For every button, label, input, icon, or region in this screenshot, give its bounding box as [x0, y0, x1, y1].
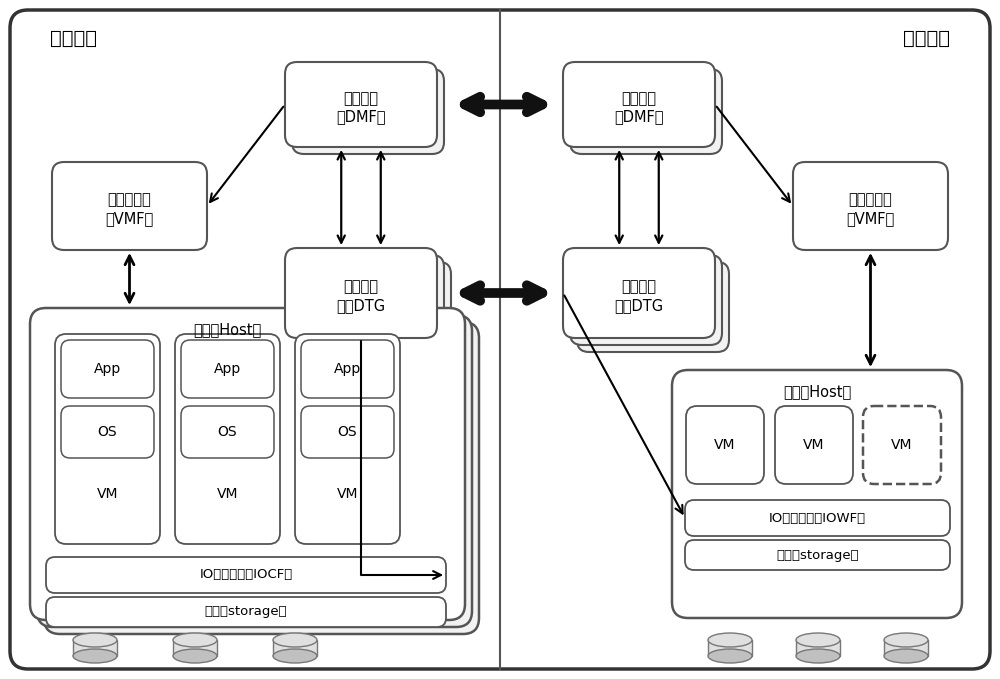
- Text: IO写入功能（IOWF）: IO写入功能（IOWF）: [769, 511, 866, 524]
- Text: 第一站点: 第一站点: [50, 29, 97, 48]
- Text: VM: VM: [337, 487, 358, 501]
- Ellipse shape: [73, 633, 117, 647]
- Bar: [73, 640, 117, 656]
- Ellipse shape: [273, 649, 317, 663]
- FancyBboxPatch shape: [686, 406, 764, 484]
- Text: OS: OS: [218, 425, 237, 439]
- Text: 虚拟化管理
（VMF）: 虚拟化管理 （VMF）: [105, 192, 154, 226]
- Text: VM: VM: [891, 438, 913, 452]
- Ellipse shape: [173, 649, 217, 663]
- FancyBboxPatch shape: [793, 162, 948, 250]
- Text: 虚拟化管理
（VMF）: 虚拟化管理 （VMF）: [846, 192, 895, 226]
- Text: 容灾管理
（DMF）: 容灾管理 （DMF）: [614, 91, 664, 124]
- FancyBboxPatch shape: [52, 162, 207, 250]
- FancyBboxPatch shape: [563, 62, 715, 147]
- FancyBboxPatch shape: [175, 334, 280, 544]
- Bar: [273, 640, 317, 656]
- FancyBboxPatch shape: [299, 262, 451, 352]
- FancyBboxPatch shape: [685, 540, 950, 570]
- Ellipse shape: [708, 649, 752, 663]
- Bar: [884, 640, 928, 656]
- Text: VM: VM: [97, 487, 118, 501]
- Ellipse shape: [173, 633, 217, 647]
- FancyBboxPatch shape: [10, 10, 990, 669]
- Text: IO复制功能（IOCF）: IO复制功能（IOCF）: [199, 568, 293, 581]
- Text: App: App: [94, 362, 121, 376]
- FancyBboxPatch shape: [301, 406, 394, 458]
- Text: OS: OS: [338, 425, 357, 439]
- FancyBboxPatch shape: [285, 248, 437, 338]
- FancyBboxPatch shape: [44, 322, 479, 634]
- Ellipse shape: [796, 633, 840, 647]
- FancyBboxPatch shape: [570, 69, 722, 154]
- FancyBboxPatch shape: [46, 597, 446, 627]
- FancyBboxPatch shape: [285, 62, 437, 147]
- FancyBboxPatch shape: [301, 340, 394, 398]
- Ellipse shape: [273, 633, 317, 647]
- FancyBboxPatch shape: [181, 406, 274, 458]
- FancyBboxPatch shape: [55, 334, 160, 544]
- Bar: [173, 640, 217, 656]
- FancyBboxPatch shape: [292, 255, 444, 345]
- FancyBboxPatch shape: [61, 340, 154, 398]
- Ellipse shape: [884, 633, 928, 647]
- Text: 数据转发
网关DTG: 数据转发 网关DTG: [336, 279, 386, 313]
- Ellipse shape: [708, 633, 752, 647]
- Text: App: App: [334, 362, 361, 376]
- FancyBboxPatch shape: [181, 340, 274, 398]
- Text: 主机（Host）: 主机（Host）: [783, 384, 851, 399]
- FancyBboxPatch shape: [577, 262, 729, 352]
- Text: VM: VM: [217, 487, 238, 501]
- FancyBboxPatch shape: [685, 500, 950, 536]
- Bar: [708, 640, 752, 656]
- FancyBboxPatch shape: [672, 370, 962, 618]
- FancyBboxPatch shape: [292, 69, 444, 154]
- Ellipse shape: [884, 649, 928, 663]
- FancyBboxPatch shape: [570, 255, 722, 345]
- Text: VM: VM: [803, 438, 825, 452]
- FancyBboxPatch shape: [563, 248, 715, 338]
- Text: VM: VM: [714, 438, 736, 452]
- Text: App: App: [214, 362, 241, 376]
- Ellipse shape: [73, 649, 117, 663]
- Text: 容灾管理
（DMF）: 容灾管理 （DMF）: [336, 91, 386, 124]
- FancyBboxPatch shape: [863, 406, 941, 484]
- Text: 存储（storage）: 存储（storage）: [776, 549, 859, 562]
- Text: OS: OS: [98, 425, 117, 439]
- FancyBboxPatch shape: [61, 406, 154, 458]
- Bar: [796, 640, 840, 656]
- Text: 存储（storage）: 存储（storage）: [205, 606, 287, 619]
- FancyBboxPatch shape: [775, 406, 853, 484]
- FancyBboxPatch shape: [37, 315, 472, 627]
- FancyBboxPatch shape: [295, 334, 400, 544]
- FancyBboxPatch shape: [46, 557, 446, 593]
- Text: 主机（Host）: 主机（Host）: [193, 323, 262, 337]
- Ellipse shape: [796, 649, 840, 663]
- Text: 第二站点: 第二站点: [903, 29, 950, 48]
- Text: 数据转发
网关DTG: 数据转发 网关DTG: [614, 279, 664, 313]
- FancyBboxPatch shape: [30, 308, 465, 620]
